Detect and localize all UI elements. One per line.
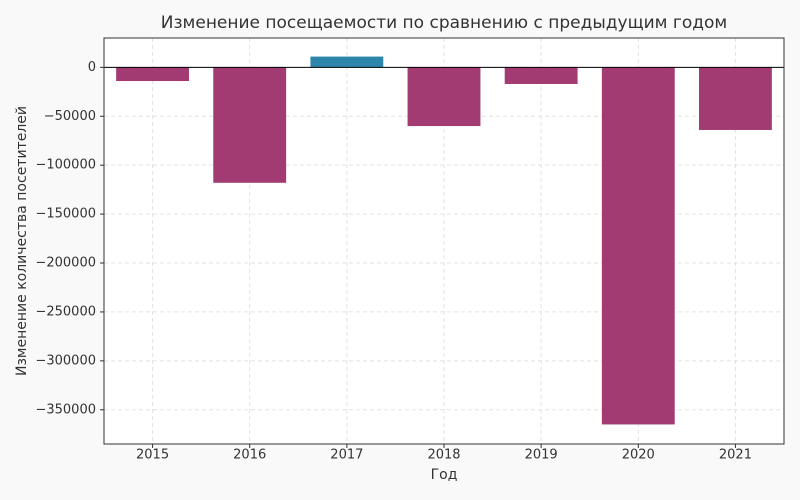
y-tick-label: −250000 — [35, 304, 96, 319]
x-axis-label: Год — [431, 467, 458, 483]
bar — [407, 67, 481, 127]
x-tick-label: 2016 — [233, 448, 266, 463]
y-tick-label: −300000 — [35, 353, 96, 368]
bar — [116, 67, 189, 82]
y-axis-label: Изменение количества посетителей — [14, 106, 30, 376]
plot-frame — [103, 37, 785, 445]
bar — [699, 67, 772, 130]
bar — [213, 67, 287, 183]
x-tick-label: 2019 — [525, 448, 558, 463]
y-tick-label: −350000 — [35, 402, 96, 417]
x-tick-label: 2018 — [427, 448, 460, 463]
chart-title: Изменение посещаемости по сравнению с пр… — [161, 13, 727, 33]
x-tick-label: 2015 — [136, 448, 169, 463]
x-tick-label: 2021 — [719, 448, 752, 463]
y-tick-label: −200000 — [35, 256, 96, 271]
bar — [310, 56, 384, 68]
y-tick-label: −150000 — [35, 207, 96, 222]
bar — [601, 67, 675, 425]
y-tick-label: −100000 — [35, 158, 96, 173]
y-tick-label: 0 — [88, 60, 96, 75]
y-tick-label: −50000 — [44, 109, 96, 124]
x-tick-label: 2020 — [622, 448, 655, 463]
x-tick-label: 2017 — [330, 448, 363, 463]
bar — [504, 67, 578, 84]
